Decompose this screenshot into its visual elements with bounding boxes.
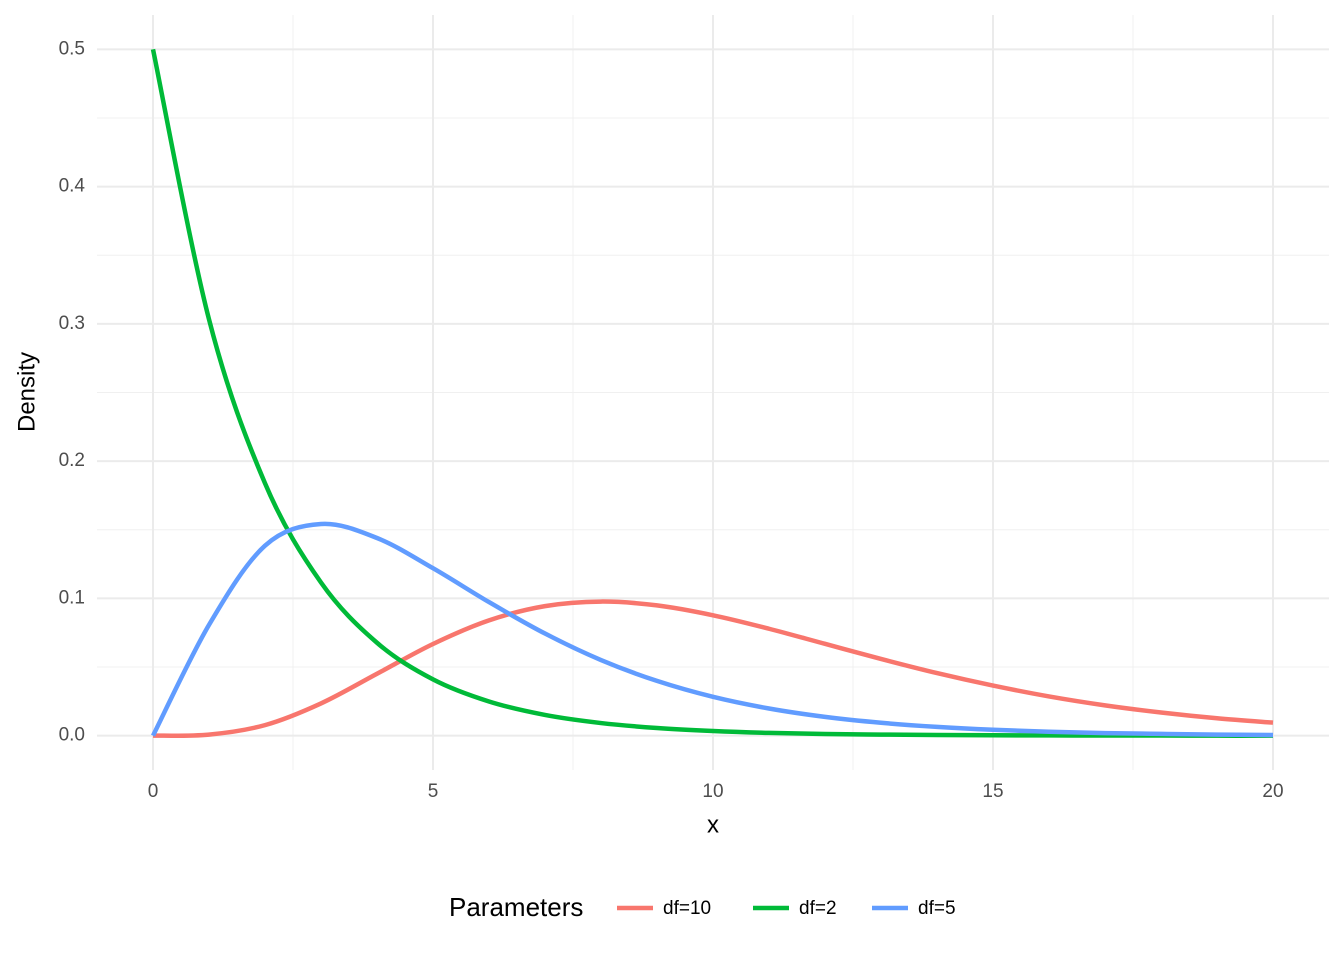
x-tick-label: 10 <box>702 781 723 802</box>
y-axis-title: Density <box>13 352 40 432</box>
x-tick-label: 5 <box>428 781 439 802</box>
y-tick-label: 0.4 <box>59 176 86 197</box>
y-tick-label: 0.3 <box>59 313 85 334</box>
legend-label: df=10 <box>663 898 711 919</box>
line-series <box>150 521 1274 738</box>
line-series <box>152 599 1274 738</box>
legend-label: df=5 <box>918 898 956 919</box>
x-tick-label: 15 <box>982 781 1003 802</box>
y-tick-label: 0.1 <box>59 587 85 608</box>
legend-title: Parameters <box>449 892 583 922</box>
x-tick-label: 20 <box>1262 781 1283 802</box>
line-series <box>150 48 1274 738</box>
x-tick-label: 0 <box>148 781 159 802</box>
x-axis-title: x <box>707 811 719 838</box>
y-tick-label: 0.0 <box>59 725 85 746</box>
y-tick-label: 0.5 <box>59 38 85 59</box>
legend-label: df=2 <box>799 898 837 919</box>
y-tick-label: 0.2 <box>59 450 85 471</box>
